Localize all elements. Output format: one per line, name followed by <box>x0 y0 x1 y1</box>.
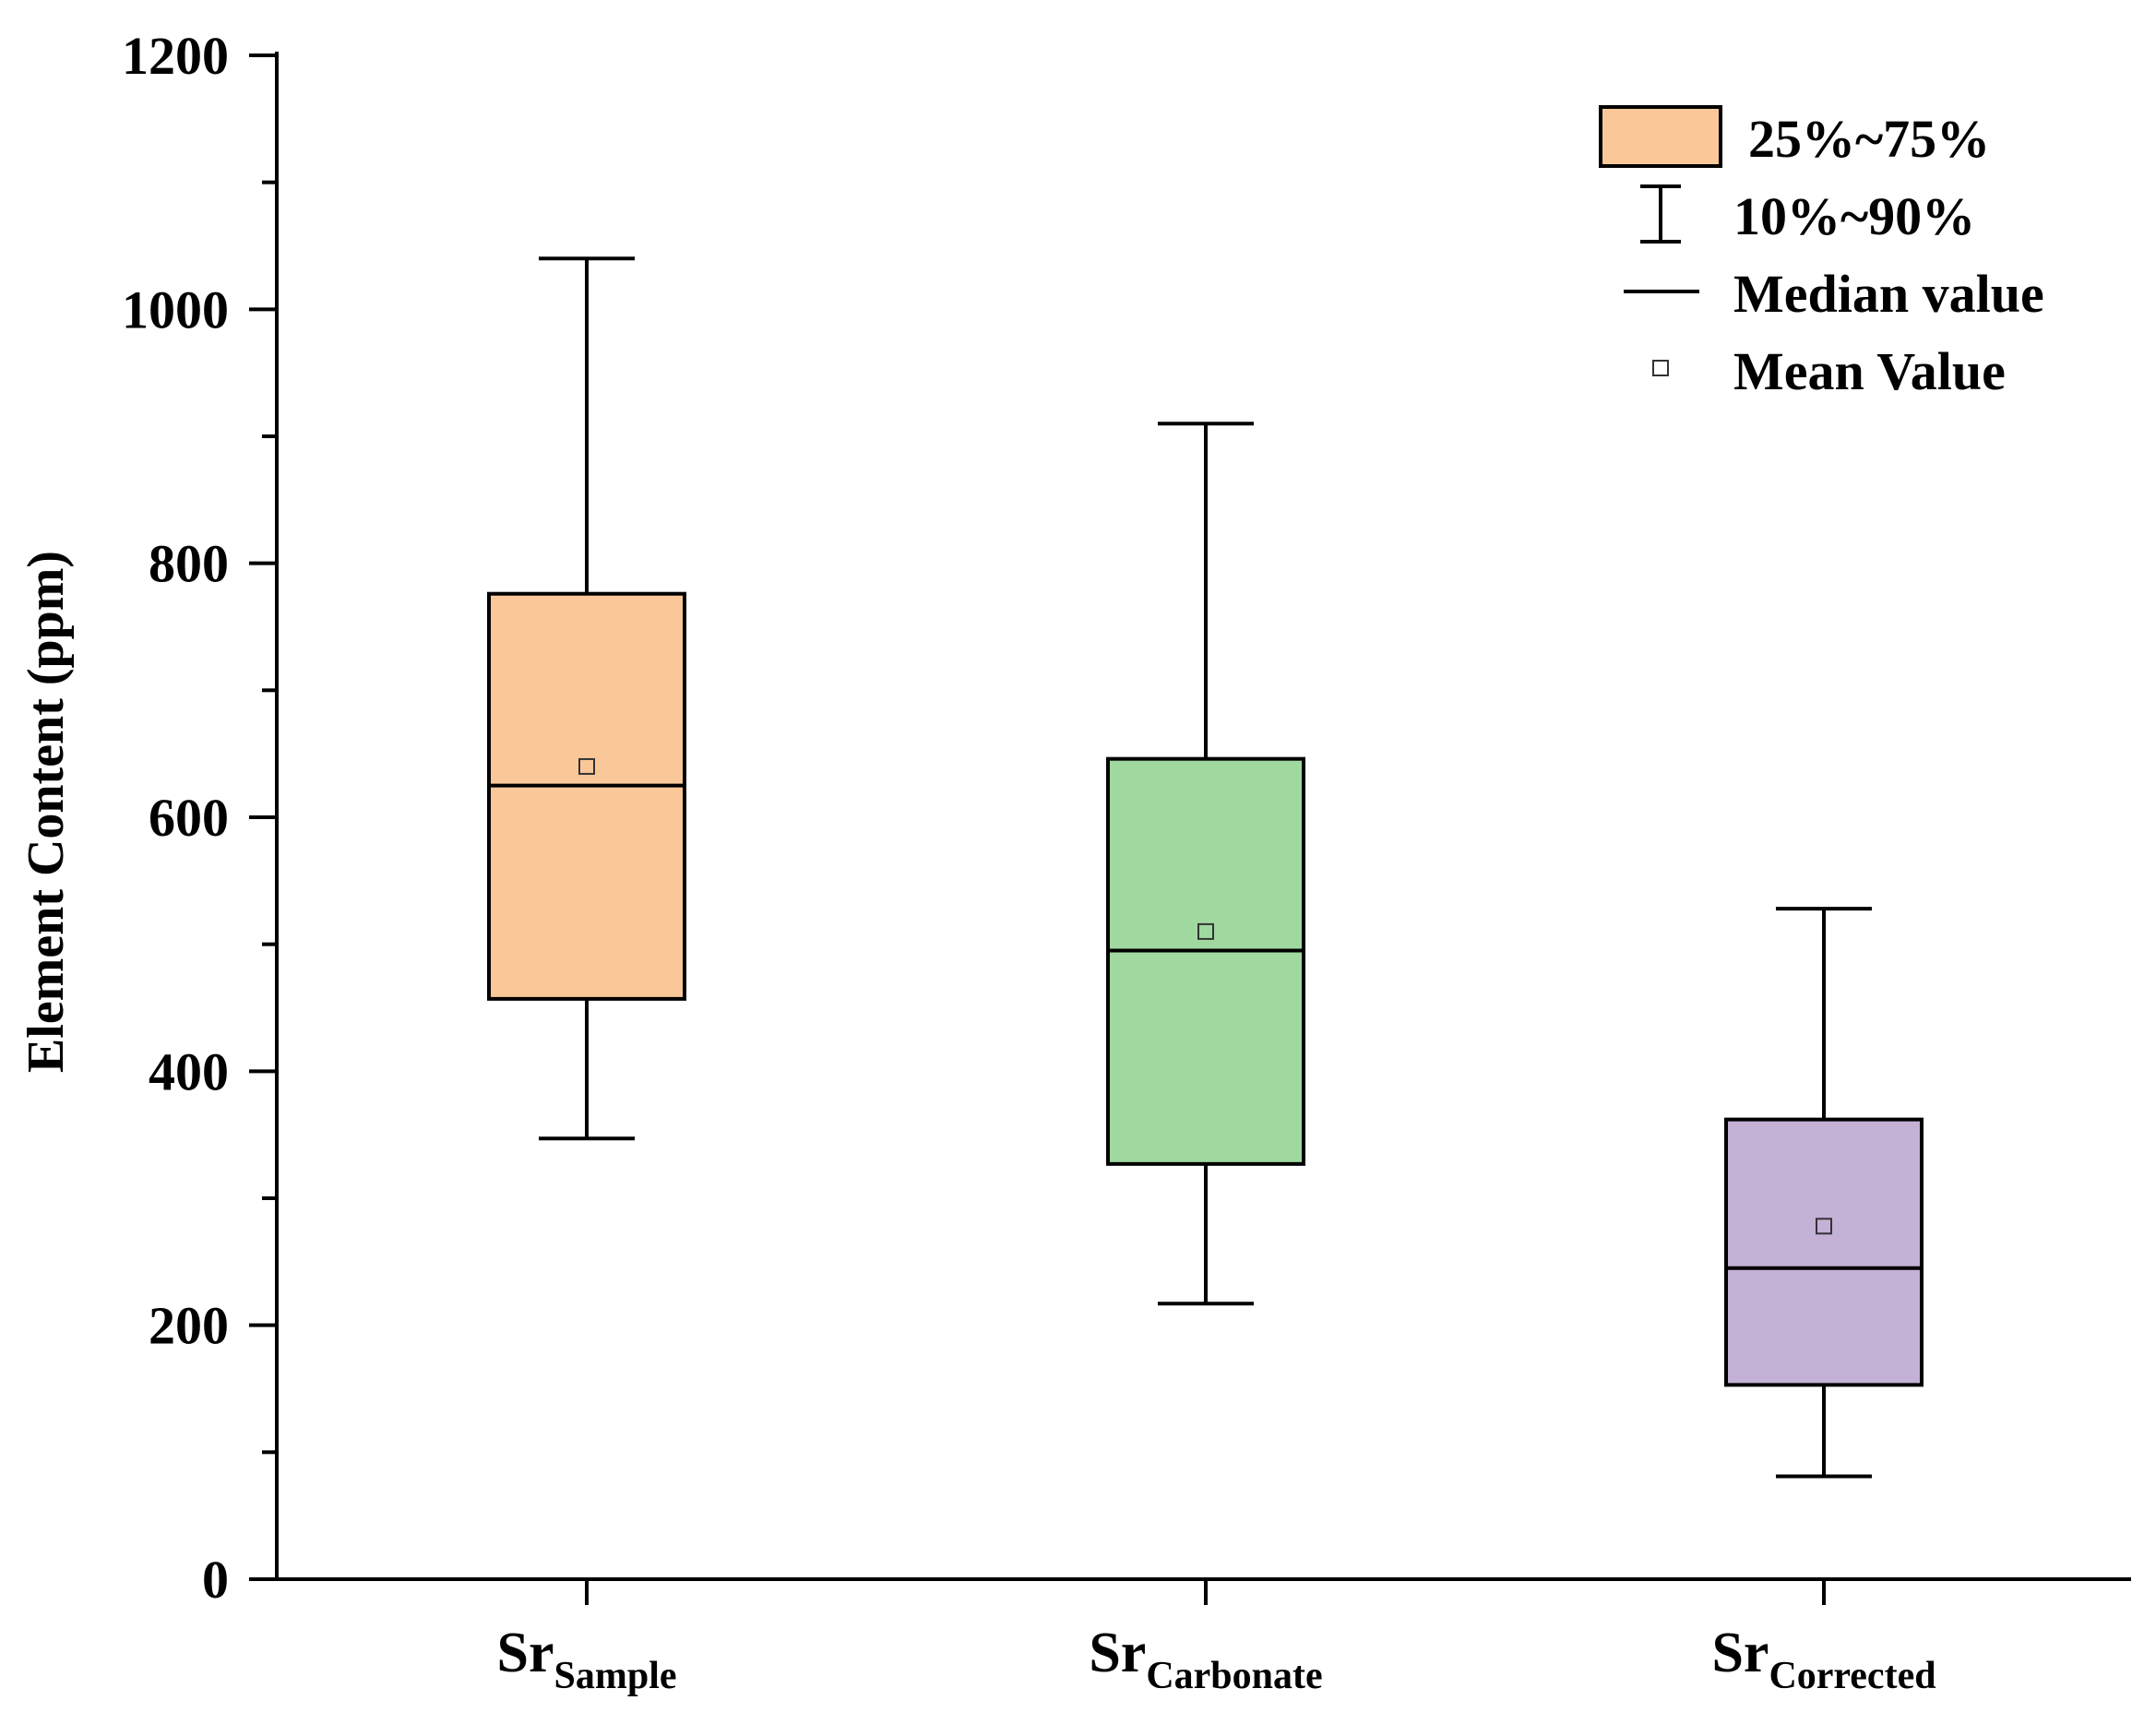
box-group <box>1106 422 1305 1306</box>
x-category-label: SrCarbonate <box>1089 1622 1322 1697</box>
mean-marker <box>1816 1218 1832 1235</box>
legend-box-swatch <box>1599 105 1722 168</box>
x-category-label: SrSample <box>496 1622 676 1697</box>
iqr-box <box>487 591 686 1001</box>
box-group <box>1724 907 1924 1479</box>
legend-label-median: Median value <box>1733 264 2044 324</box>
y-axis-label: Element Content (ppm) <box>18 551 75 1073</box>
iqr-box <box>1106 756 1305 1166</box>
y-tick-label: 800 <box>149 534 229 594</box>
x-category-subscript: Carbonate <box>1146 1655 1322 1697</box>
legend-label-mean: Mean Value <box>1733 341 2006 401</box>
x-category-label: SrCorrected <box>1711 1622 1936 1697</box>
legend-mean-marker <box>1652 360 1669 376</box>
y-tick-label: 400 <box>149 1041 229 1101</box>
x-category-main: Sr <box>1089 1622 1146 1684</box>
mean-marker <box>578 757 595 775</box>
x-category-main: Sr <box>496 1622 554 1684</box>
legend-label-whisker: 10%~90% <box>1733 186 1975 246</box>
iqr-box <box>1724 1117 1924 1387</box>
y-tick-label: 0 <box>202 1550 229 1610</box>
mean-marker <box>1197 922 1214 940</box>
y-tick-label: 1200 <box>122 26 229 86</box>
y-tick-label: 600 <box>149 788 229 848</box>
x-category-subscript: Corrected <box>1769 1655 1936 1697</box>
box-group <box>487 256 686 1141</box>
y-tick-label: 200 <box>149 1296 229 1356</box>
legend-label-box: 25%~75% <box>1748 109 1990 169</box>
boxes <box>487 256 1924 1479</box>
legend: 25%~75% 10%~90% Median value Mean Value <box>1599 105 2044 401</box>
x-category-subscript: Sample <box>554 1655 676 1697</box>
x-category-main: Sr <box>1711 1622 1769 1684</box>
y-tick-label: 1000 <box>122 279 229 339</box>
